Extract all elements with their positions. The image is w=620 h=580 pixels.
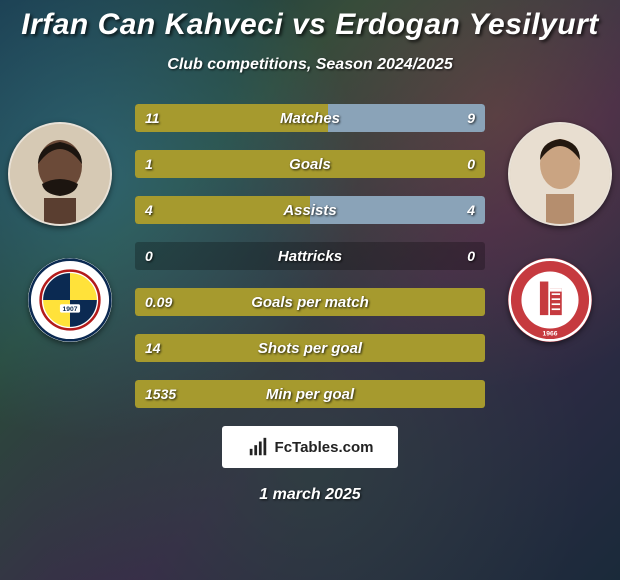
footer-brand-label: FcTables.com: [275, 439, 374, 456]
footer-brand: FcTables.com: [222, 426, 398, 468]
bar-left: [135, 334, 485, 362]
stat-row: Min per goal1535: [135, 380, 485, 408]
avatar-silhouette-icon: [510, 124, 610, 224]
club-badge-icon: 1907: [28, 258, 112, 342]
bar-track: [135, 196, 485, 224]
stat-row: Goals per match0.09: [135, 288, 485, 316]
bar-right: [310, 196, 485, 224]
stat-row: Shots per goal14: [135, 334, 485, 362]
page-title: Irfan Can Kahveci vs Erdogan Yesilyurt: [0, 0, 620, 42]
bar-track: [135, 380, 485, 408]
bar-track: [135, 334, 485, 362]
svg-text:1907: 1907: [63, 306, 78, 313]
player-right-club-badge: 1966: [508, 258, 592, 342]
player-left-club-badge: 1907: [28, 258, 112, 342]
subtitle: Club competitions, Season 2024/2025: [0, 56, 620, 74]
stat-row: Matches119: [135, 104, 485, 132]
bar-left: [135, 380, 485, 408]
player-right-avatar: [508, 122, 612, 226]
date-label: 1 march 2025: [0, 486, 620, 504]
stats-chart: Matches119 Goals10 Assists44 Hattricks00 Goa…: [135, 104, 485, 408]
bar-left: [135, 196, 310, 224]
bar-track: [135, 150, 485, 178]
comparison-infographic: Irfan Can Kahveci vs Erdogan Yesilyurt C…: [0, 0, 620, 580]
bar-left: [135, 150, 485, 178]
club-badge-icon: 1966: [508, 258, 592, 342]
bar-right: [328, 104, 486, 132]
bar-track: [135, 242, 485, 270]
player-left-avatar: [8, 122, 112, 226]
svg-text:1966: 1966: [543, 330, 558, 337]
stat-row: Assists44: [135, 196, 485, 224]
stat-row: Hattricks00: [135, 242, 485, 270]
bar-track: [135, 104, 485, 132]
chart-icon: [247, 436, 269, 458]
avatar-silhouette-icon: [10, 124, 110, 224]
bar-left: [135, 288, 485, 316]
bar-left: [135, 104, 328, 132]
bar-track: [135, 288, 485, 316]
stat-row: Goals10: [135, 150, 485, 178]
